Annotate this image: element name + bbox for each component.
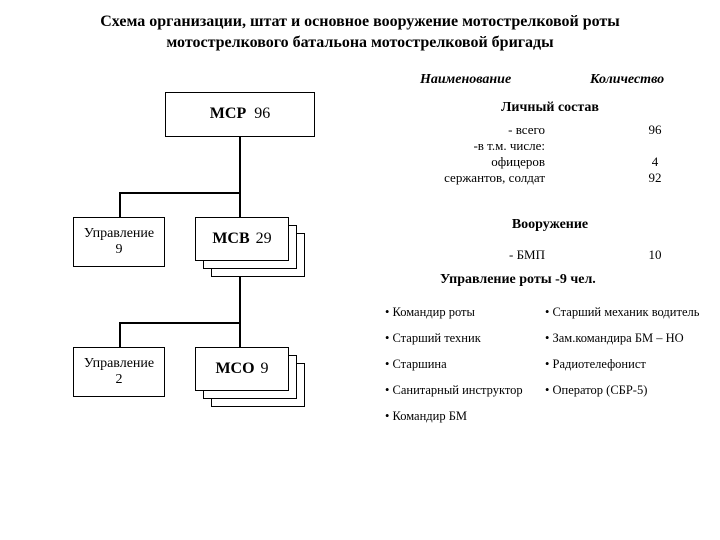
arms-row-0-label: - БМП: [395, 247, 545, 263]
arms-row-0-value: 10: [630, 247, 680, 263]
node-mgmt1-label: Управление: [84, 226, 154, 242]
bullet-left-1: • Старший техник: [385, 328, 530, 348]
bullets-left: • Командир роты • Старший техник • Старш…: [385, 302, 530, 432]
management-line: Управление роты -9 чел.: [440, 272, 596, 288]
node-mgmt1-count: 9: [116, 242, 123, 258]
node-mgmt2-count: 2: [116, 372, 123, 388]
arms-table: - БМП 10: [395, 247, 680, 263]
personnel-row-0-label: - всего: [395, 122, 545, 138]
diagram-area: Наименование Количество МСР 96 Личный со…: [0, 62, 720, 522]
node-msr-count: 96: [254, 105, 270, 123]
connector: [119, 192, 241, 194]
personnel-row-2-label: офицеров: [395, 154, 545, 170]
personnel-row-1-label: -в т.м. числе:: [395, 138, 545, 154]
node-msr: МСР 96: [165, 92, 315, 137]
node-mgmt2: Управление 2: [73, 347, 165, 397]
connector: [119, 322, 241, 324]
connector: [119, 192, 121, 217]
node-msr-label: МСР: [210, 105, 246, 123]
header-qty: Количество: [590, 72, 664, 88]
personnel-heading: Личный состав: [440, 100, 660, 116]
connector: [239, 192, 241, 217]
bullet-left-2: • Старшина: [385, 354, 530, 374]
personnel-row-2-value: 4: [630, 154, 680, 170]
personnel-table: - всего 96 -в т.м. числе: офицеров 4 сержа…: [395, 122, 680, 187]
bullet-left-4: • Командир БМ: [385, 406, 530, 426]
personnel-row-0-value: 96: [630, 122, 680, 138]
node-msv-label: МСВ: [212, 230, 249, 248]
personnel-row-1-value: [630, 138, 680, 154]
bullet-left-0: • Командир роты: [385, 302, 530, 322]
bullets-right: • Старший механик водитель • Зам.команди…: [545, 302, 705, 406]
connector: [119, 322, 121, 347]
personnel-row-3-value: 92: [630, 170, 680, 186]
personnel-row-3-label: сержантов, солдат: [395, 170, 545, 186]
node-mgmt1: Управление 9: [73, 217, 165, 267]
bullet-right-0: • Старший механик водитель: [545, 302, 705, 322]
bullet-right-1: • Зам.командира БМ – НО: [545, 328, 705, 348]
node-mso-stack: МСО 9: [195, 347, 305, 407]
bullet-right-2: • Радиотелефонист: [545, 354, 705, 374]
node-mgmt2-label: Управление: [84, 356, 154, 372]
node-mso-count: 9: [261, 360, 269, 378]
page-title: Схема организации, штат и основное воору…: [0, 0, 720, 62]
node-msv-count: 29: [256, 230, 272, 248]
connector: [239, 322, 241, 347]
bullet-left-3: • Санитарный инструктор: [385, 380, 530, 400]
arms-heading: Вооружение: [440, 217, 660, 233]
node-mso-label: МСО: [215, 360, 254, 378]
header-name: Наименование: [420, 72, 511, 88]
bullet-right-3: • Оператор (СБР-5): [545, 380, 705, 400]
connector: [239, 277, 241, 322]
node-msv-stack: МСВ 29: [195, 217, 305, 277]
connector: [239, 137, 241, 192]
